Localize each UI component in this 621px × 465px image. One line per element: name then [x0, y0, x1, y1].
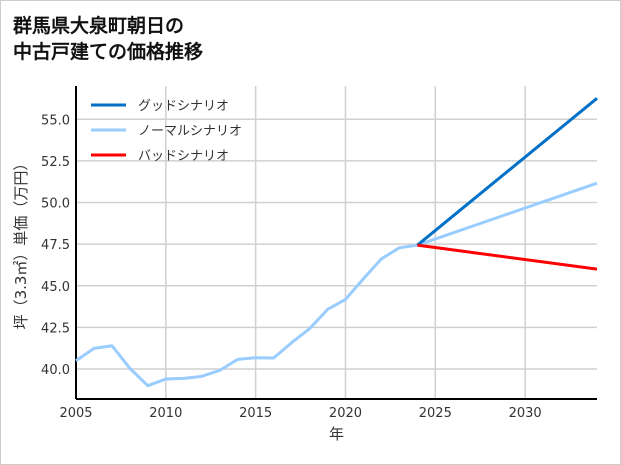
x-tick-label: 2015: [239, 406, 272, 421]
y-axis-label: 坪（3.3㎡）単価（万円）: [12, 156, 30, 330]
legend-label: バッドシナリオ: [138, 149, 229, 164]
x-tick-label: 2005: [59, 406, 92, 421]
y-tick-label: 45.0: [41, 280, 70, 295]
y-tick-label: 40.0: [41, 363, 70, 378]
series-line-2: [417, 243, 598, 271]
y-tick-label: 42.5: [41, 321, 70, 336]
series-line-0: [416, 97, 598, 247]
y-tick-label: 52.5: [41, 155, 70, 170]
y-tick-label: 47.5: [41, 238, 70, 253]
x-tick-label: 2010: [149, 406, 182, 421]
chart-title-line-2: 中古戸建ての価格推移: [13, 41, 204, 63]
x-tick-label: 2030: [509, 406, 542, 421]
legend-label: グッドシナリオ: [138, 99, 229, 114]
y-tick-label: 50.0: [41, 197, 70, 212]
x-tick-label: 2025: [419, 406, 452, 421]
series-line-1: [75, 181, 598, 388]
chart-title-line-1: 群馬県大泉町朝日の: [13, 15, 185, 37]
legend-label: ノーマルシナリオ: [138, 124, 242, 139]
x-tick-label: 2020: [329, 406, 362, 421]
y-tick-label: 55.0: [41, 113, 70, 128]
x-axis-label: 年: [329, 425, 344, 443]
